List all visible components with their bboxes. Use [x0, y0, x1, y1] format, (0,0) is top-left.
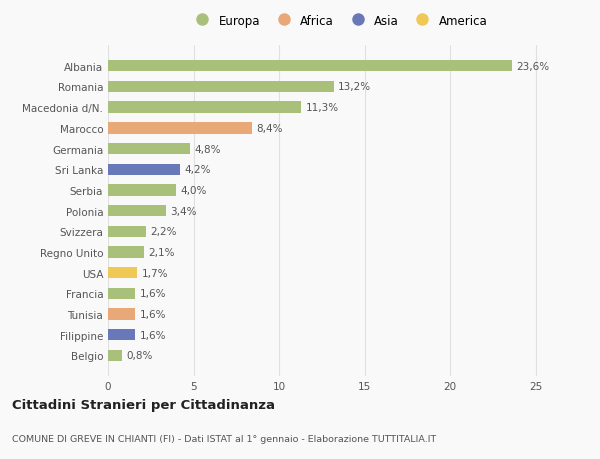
Text: 8,4%: 8,4%	[256, 123, 283, 134]
Bar	[108, 185, 176, 196]
Text: 1,7%: 1,7%	[142, 268, 168, 278]
Bar	[108, 226, 146, 237]
Text: 2,1%: 2,1%	[148, 247, 175, 257]
Bar	[108, 102, 301, 113]
Bar	[108, 206, 166, 217]
Bar	[108, 247, 144, 258]
Bar	[108, 123, 252, 134]
Text: 1,6%: 1,6%	[140, 309, 166, 319]
Bar	[108, 309, 136, 320]
Text: 3,4%: 3,4%	[170, 206, 197, 216]
Text: 4,8%: 4,8%	[194, 144, 221, 154]
Text: 11,3%: 11,3%	[305, 103, 339, 113]
Bar	[108, 144, 190, 155]
Bar	[108, 350, 122, 361]
Text: 2,2%: 2,2%	[150, 227, 176, 237]
Text: 4,2%: 4,2%	[184, 165, 211, 175]
Bar	[108, 268, 137, 279]
Text: 1,6%: 1,6%	[140, 330, 166, 340]
Text: 13,2%: 13,2%	[338, 82, 371, 92]
Bar	[108, 164, 180, 175]
Bar	[108, 82, 334, 93]
Text: 1,6%: 1,6%	[140, 289, 166, 299]
Text: Cittadini Stranieri per Cittadinanza: Cittadini Stranieri per Cittadinanza	[12, 398, 275, 412]
Bar	[108, 288, 136, 299]
Text: 23,6%: 23,6%	[516, 62, 549, 72]
Text: 4,0%: 4,0%	[181, 185, 207, 196]
Text: COMUNE DI GREVE IN CHIANTI (FI) - Dati ISTAT al 1° gennaio - Elaborazione TUTTIT: COMUNE DI GREVE IN CHIANTI (FI) - Dati I…	[12, 434, 436, 442]
Bar	[108, 61, 512, 72]
Bar	[108, 330, 136, 341]
Text: 0,8%: 0,8%	[126, 351, 152, 361]
Legend: Europa, Africa, Asia, America: Europa, Africa, Asia, America	[188, 12, 490, 30]
